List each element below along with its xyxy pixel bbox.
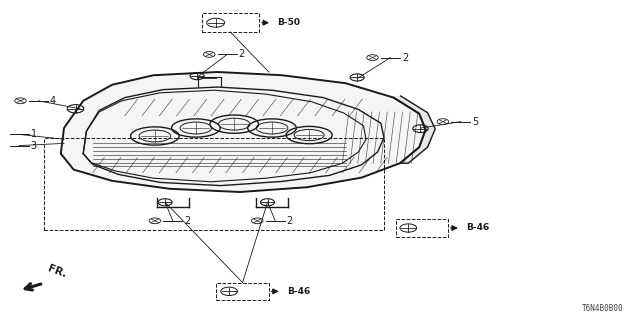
Text: 1: 1	[31, 129, 37, 140]
Text: 2: 2	[184, 216, 191, 226]
Text: FR.: FR.	[47, 263, 68, 279]
Text: B-46: B-46	[287, 287, 310, 296]
Text: 2: 2	[239, 49, 245, 60]
Text: 2: 2	[287, 216, 293, 226]
Bar	[202, 13, 259, 32]
Text: 5: 5	[472, 116, 479, 127]
Text: 3: 3	[31, 140, 37, 151]
Text: B-50: B-50	[277, 18, 300, 27]
Bar	[396, 219, 448, 237]
Text: B-46: B-46	[466, 223, 489, 233]
Polygon shape	[394, 96, 435, 163]
Bar	[44, 138, 384, 230]
Text: T6N4B0B00: T6N4B0B00	[582, 304, 624, 313]
Polygon shape	[61, 72, 426, 192]
Text: 4: 4	[50, 96, 56, 106]
Text: 2: 2	[402, 52, 408, 63]
Bar	[216, 283, 269, 300]
